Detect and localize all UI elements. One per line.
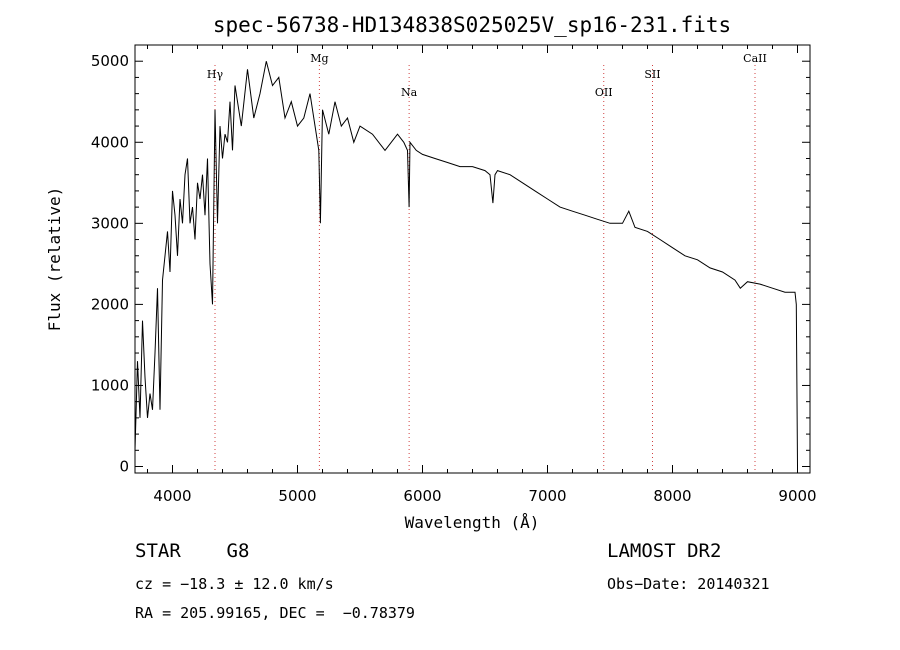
redshift-cz: cz = −18.3 ± 12.0 km/s [135, 575, 334, 593]
x-axis-label: Wavelength (Å) [405, 513, 540, 532]
y-tick-label: 5000 [91, 52, 129, 70]
y-tick-label: 1000 [91, 376, 129, 394]
spectral-line-label: Na [401, 86, 418, 99]
spectral-line-label: CaII [743, 52, 767, 65]
spectral-line-label: Mg [310, 52, 328, 65]
x-tick-label: 9000 [778, 487, 816, 505]
spectral-line-label: Hγ [207, 68, 224, 81]
y-tick-label: 3000 [91, 214, 129, 232]
object-class: STAR G8 [135, 540, 250, 562]
spectral-line-label: OII [595, 86, 613, 99]
spectral-line-label: SII [644, 68, 660, 81]
plot-frame [134, 44, 811, 474]
spectrum-series-line [134, 61, 798, 467]
ra-dec-coordinates: RA = 205.99165, DEC = −0.78379 [135, 604, 415, 622]
spectrum-chart: spec-56738-HD134838S025025V_sp16-231.fit… [45, 13, 817, 532]
y-tick-label: 4000 [91, 133, 129, 151]
observation-date: Obs−Date: 20140321 [607, 575, 770, 593]
x-tick-label: 7000 [528, 487, 566, 505]
x-tick-label: 5000 [278, 487, 316, 505]
x-tick-label: 8000 [653, 487, 691, 505]
chart-title: spec-56738-HD134838S025025V_sp16-231.fit… [213, 13, 731, 37]
survey-name: LAMOST DR2 [607, 540, 722, 562]
y-tick-label: 0 [119, 458, 129, 476]
y-axis-label: Flux (relative) [45, 187, 64, 332]
axis-ticks: 4000 5000 6000 7000 8000 9000 0 1000 2000 3000 400… [91, 45, 817, 505]
spectral-line-markers: Hγ Mg Na OII SII CaII [207, 52, 767, 473]
x-tick-label: 4000 [153, 487, 191, 505]
y-tick-label: 2000 [91, 295, 129, 313]
x-tick-label: 6000 [403, 487, 441, 505]
